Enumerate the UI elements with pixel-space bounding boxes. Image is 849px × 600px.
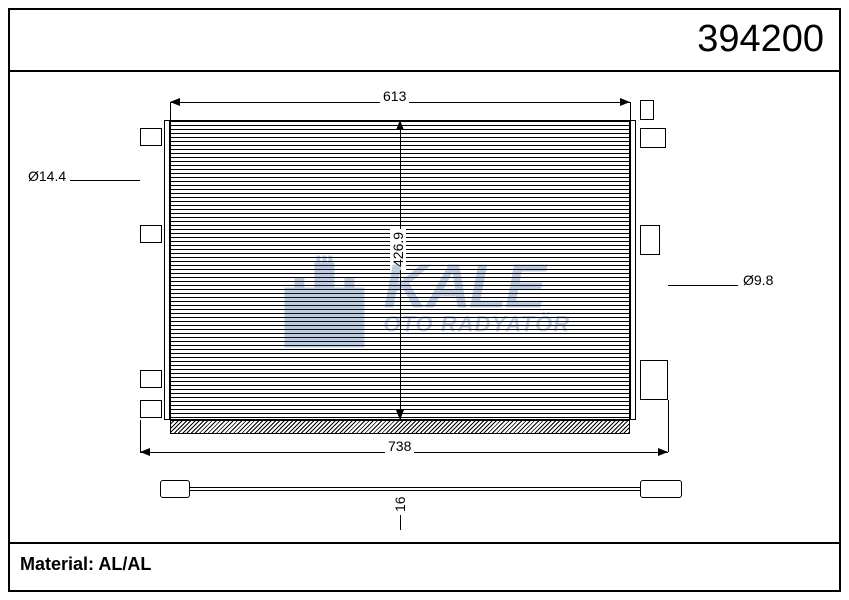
dim-height: 426.9	[390, 229, 406, 270]
top-divider	[10, 70, 839, 72]
bottom-divider	[10, 542, 839, 544]
arrow-icon	[140, 448, 150, 456]
dim-ext-top-r	[630, 102, 631, 120]
part-number: 394200	[697, 18, 824, 61]
bracket-right-3	[640, 360, 668, 400]
bracket-right-1	[640, 128, 666, 148]
dim-line-height	[400, 120, 401, 420]
arrow-icon	[170, 98, 180, 106]
arrow-icon	[396, 410, 404, 420]
dim-width-top: 613	[380, 88, 409, 104]
leader-right	[668, 285, 738, 286]
arrow-icon	[658, 448, 668, 456]
connector-top-right	[640, 100, 654, 120]
side-view-end-left	[160, 480, 190, 498]
bracket-right-2	[640, 225, 660, 255]
dim-width-bottom: 738	[385, 438, 414, 454]
technical-drawing: 613 426.9 738 Ø14.4 Ø9.8 16	[120, 80, 740, 500]
radiator-tank-right	[630, 120, 636, 420]
side-view-bar	[180, 487, 660, 491]
radiator-bottom-hatch	[170, 420, 630, 434]
arrow-icon	[620, 98, 630, 106]
side-view	[150, 475, 690, 505]
dim-thickness: 16	[392, 493, 408, 515]
side-view-end-right	[640, 480, 682, 498]
leader-left	[70, 180, 140, 181]
dim-port-left: Ø14.4	[25, 168, 69, 184]
material-label: Material: AL/AL	[20, 554, 151, 575]
bracket-left-3	[140, 370, 162, 388]
dim-port-right: Ø9.8	[740, 272, 776, 288]
arrow-icon	[396, 120, 404, 130]
bracket-left-2	[140, 225, 162, 243]
dim-ext-bot-r	[668, 400, 669, 452]
bracket-left-4	[140, 400, 162, 418]
bracket-left-1	[140, 128, 162, 146]
